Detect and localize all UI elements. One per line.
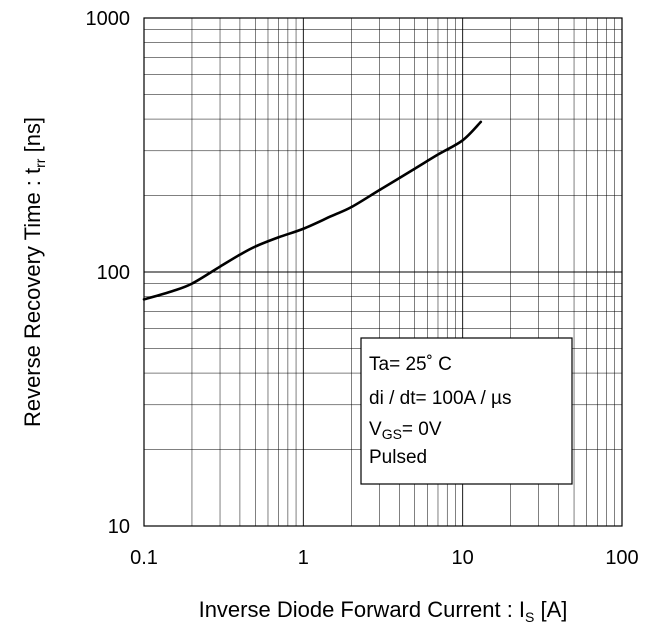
vgs-value: = 0V (402, 419, 442, 440)
vgs-symbol: V (369, 419, 382, 440)
annotation-box: Ta= 25˚ C di / dt= 100A / µs VGS= 0V Pul… (360, 337, 573, 485)
x-tick-label: 1 (298, 547, 309, 569)
annotation-line-pulsed: Pulsed (369, 447, 427, 468)
y-axis-title-sub: rr (32, 158, 48, 168)
annotation-line-didt: di / dt= 100A / µs (369, 388, 511, 409)
annotation-frame (360, 337, 573, 485)
y-axis-title: Reverse Recovery Time : trr [ns] (20, 117, 48, 427)
vgs-subscript: GS (382, 426, 402, 442)
y-tick-label: 1000 (86, 8, 131, 30)
x-tick-label: 100 (605, 547, 638, 569)
y-axis-title-main: Reverse Recovery Time : t (20, 168, 45, 427)
y-axis-title-unit: [ns] (20, 117, 45, 159)
y-tick-label: 10 (108, 516, 130, 538)
x-axis-title-unit: [A] (534, 597, 567, 622)
plot-frame (143, 17, 623, 527)
x-tick-label: 0.1 (130, 547, 158, 569)
y-tick-label: 100 (97, 262, 130, 284)
annotation-line-vgs: VGS= 0V (369, 419, 442, 442)
series-line (142, 120, 483, 301)
annotation-line-temperature: Ta= 25˚ C (369, 354, 452, 375)
tick-labels: 0.1 1 10 100 10 100 1000 (86, 8, 639, 569)
x-axis-title-main: Inverse Diode Forward Current : I (199, 597, 525, 622)
x-tick-label: 10 (452, 547, 474, 569)
x-axis-title-sub: S (525, 609, 534, 625)
x-axis-title: Inverse Diode Forward Current : IS [A] (199, 597, 568, 625)
